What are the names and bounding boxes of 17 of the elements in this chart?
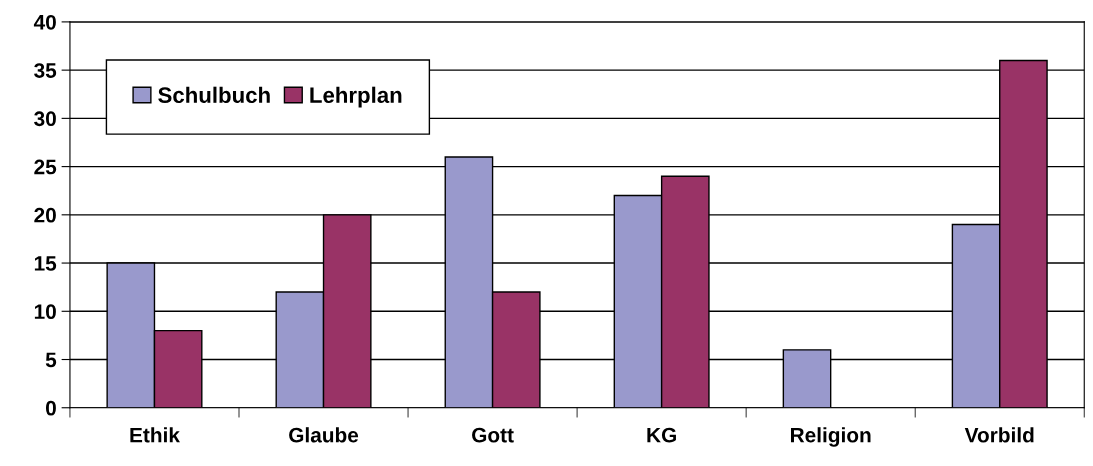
y-tick-label: 40 [33, 14, 56, 30]
y-tick-label: 30 [34, 111, 56, 127]
y-tick-label: 25 [34, 159, 57, 175]
x-tick-label: Religion [790, 427, 871, 447]
y-tick-label: 5 [45, 352, 57, 368]
legend-label: Schulbuch [158, 86, 270, 104]
y-tick-label: 0 [46, 400, 56, 416]
x-tick-label: Glaube [289, 427, 359, 443]
x-tick-label: Gott [472, 427, 514, 443]
y-tick-label: 20 [34, 207, 56, 223]
legend-label: Lehrplan [310, 86, 402, 108]
y-tick-label: 35 [34, 63, 57, 78]
y-tick-label: 15 [34, 256, 57, 271]
x-tick-label: KG [647, 427, 676, 443]
y-tick-label: 10 [34, 304, 56, 320]
x-tick-label: Ethik [130, 427, 180, 443]
x-tick-label: Vorbild [964, 427, 1034, 443]
